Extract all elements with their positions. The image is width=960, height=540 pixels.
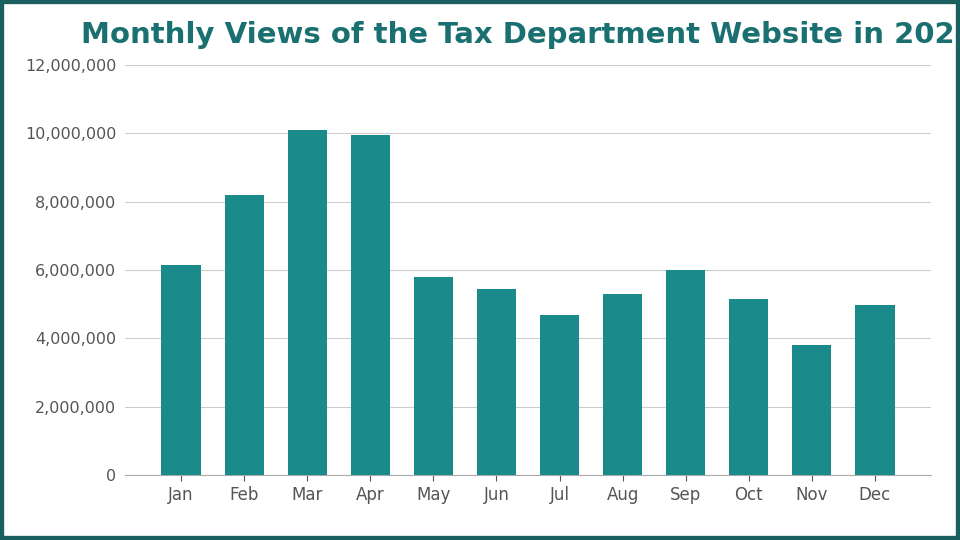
Title: Monthly Views of the Tax Department Website in 2024: Monthly Views of the Tax Department Webs… [81,21,960,49]
Bar [477,289,516,475]
Bar [225,195,264,475]
Bar [792,345,831,475]
Bar [288,130,326,475]
Bar [855,305,895,475]
Bar [350,135,390,475]
Bar [540,315,579,475]
Bar [603,294,642,475]
Bar [730,299,768,475]
Bar [161,265,201,475]
Bar [666,270,706,475]
Bar [414,277,453,475]
